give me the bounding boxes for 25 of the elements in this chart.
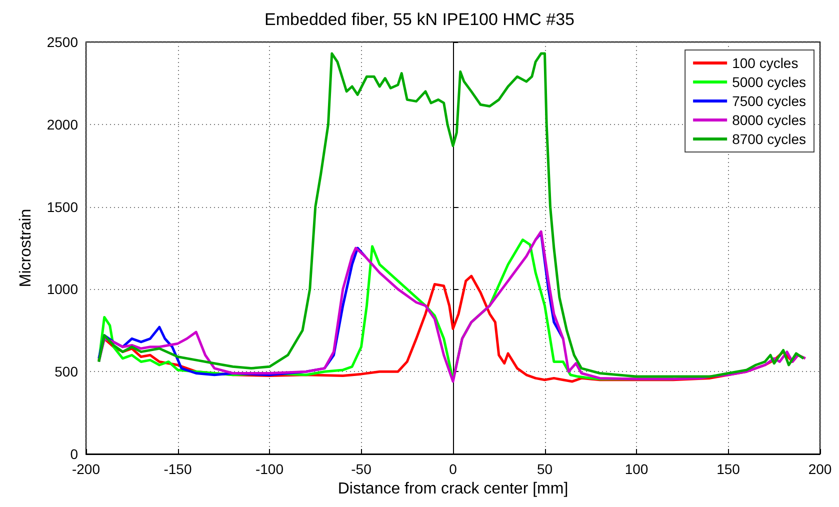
- y-tick-label: 0: [70, 446, 78, 462]
- x-tick-label: -150: [164, 461, 192, 477]
- y-tick-label: 1000: [46, 281, 78, 298]
- x-tick-label: -50: [351, 461, 372, 477]
- x-tick-label: 200: [808, 461, 832, 477]
- y-axis-title: Microstrain: [18, 208, 34, 288]
- legend-label: 5000 cycles: [732, 74, 806, 90]
- y-tick-label: 500: [54, 364, 78, 380]
- y-tick-label: 2500: [46, 34, 78, 50]
- y-tick-label: 2000: [46, 116, 78, 132]
- x-axis-title: Distance from crack center [mm]: [338, 480, 568, 498]
- x-tick-label: 0: [449, 461, 458, 477]
- legend-label: 100 cycles: [732, 55, 798, 71]
- legend-label: 8000 cycles: [732, 112, 806, 128]
- x-tick-label: -200: [72, 461, 100, 477]
- line-series: [98, 230, 807, 383]
- x-tick-label: 50: [536, 461, 553, 477]
- legend-label: 7500 cycles: [732, 93, 806, 109]
- x-tick-label: 150: [716, 461, 740, 477]
- y-tick-label: 1500: [46, 198, 78, 215]
- chart-title: Embedded fiber, 55 kN IPE100 HMC #35: [264, 10, 574, 29]
- legend-label: 8700 cycles: [732, 131, 806, 147]
- x-tick-label: 100: [624, 461, 648, 477]
- x-tick-label: -100: [255, 461, 284, 477]
- line-series: [98, 52, 805, 378]
